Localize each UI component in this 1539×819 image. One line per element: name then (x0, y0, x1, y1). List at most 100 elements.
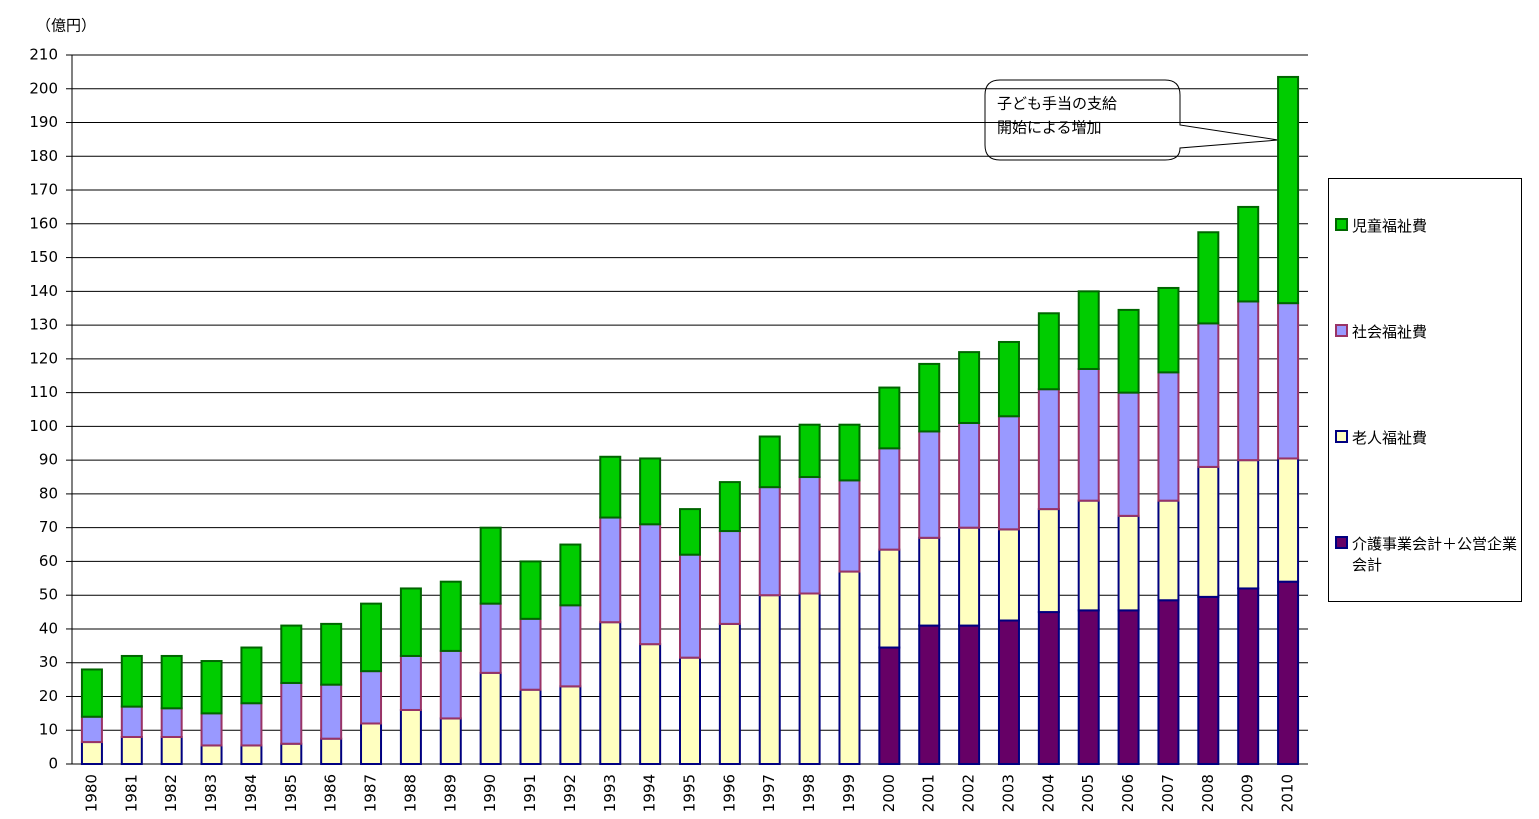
bar-segment (718, 622, 741, 766)
bar-segment (80, 715, 103, 744)
y-tick-label: 150 (29, 248, 58, 266)
x-tick-label: 2006 (1119, 774, 1137, 812)
bar-segment (120, 654, 143, 708)
bar-segment (1077, 609, 1100, 766)
y-tick-label: 200 (29, 79, 58, 97)
legend-swatch (1335, 536, 1348, 549)
y-tick-label: 120 (29, 349, 58, 367)
bar-segment (280, 681, 303, 745)
bar-segment (200, 712, 223, 747)
annotation: 開始による増加 (997, 119, 1102, 137)
bar-segment (200, 660, 223, 715)
bar-segment (958, 422, 981, 529)
bar-segment (439, 580, 462, 652)
x-tick-label: 1986 (322, 774, 340, 812)
y-tick-label: 100 (29, 417, 58, 435)
bar-segment (399, 654, 422, 711)
y-tick-label: 210 (29, 46, 58, 64)
bar-segment (1157, 286, 1180, 374)
bar-segment (200, 744, 223, 766)
bar-segment (240, 646, 263, 705)
y-tick-label: 10 (39, 721, 58, 739)
bar-segment (280, 624, 303, 684)
bar-segment (958, 526, 981, 627)
annotation: 子ども手当の支給 (997, 95, 1117, 113)
legend-label: 介護事業会計＋公営企業会計 (1352, 535, 1518, 574)
bar-segment (360, 722, 383, 766)
legend-item: 社会福祉費 (1335, 321, 1519, 342)
legend-label: 老人福祉費 (1352, 429, 1428, 447)
bar-segment (519, 688, 542, 766)
y-tick-label: 0 (48, 755, 58, 773)
bar-segment (639, 523, 662, 646)
x-tick-label: 1988 (401, 774, 419, 812)
bar-segment (160, 654, 183, 710)
legend-item: 児童福祉費 (1335, 215, 1519, 236)
bar-segment (1157, 371, 1180, 502)
bar-segment (798, 476, 821, 595)
x-tick-label: 1983 (202, 774, 220, 812)
bar-segment (1197, 231, 1220, 325)
y-tick-label: 20 (39, 687, 58, 705)
bar-segment (1237, 300, 1260, 462)
bar-segment (240, 702, 263, 747)
x-tick-label: 2009 (1239, 774, 1257, 812)
x-tick-label: 1998 (800, 774, 818, 812)
x-tick-label: 2010 (1279, 774, 1297, 812)
bar-segment (918, 624, 941, 765)
bar-segment (80, 741, 103, 765)
legend-label: 社会福祉費 (1352, 323, 1428, 341)
legend-item: 老人福祉費 (1335, 427, 1519, 448)
legend: 介護事業会計＋公営企業会計 老人福祉費 社会福祉費 児童福祉費 (1328, 178, 1522, 602)
x-tick-label: 1993 (601, 774, 619, 812)
x-tick-label: 2001 (920, 774, 938, 812)
bar-segment (718, 530, 741, 625)
bar-segment (958, 624, 981, 765)
bar-segment (1117, 391, 1140, 517)
bar-segment (1237, 587, 1260, 766)
bar-segment (718, 481, 741, 533)
bar-segment (758, 435, 781, 489)
bar-segment (997, 528, 1020, 622)
bar-segment (878, 447, 901, 551)
bar-segment (1117, 609, 1140, 766)
x-tick-label: 1994 (641, 774, 659, 812)
y-tick-label: 160 (29, 214, 58, 232)
bar-segment (519, 560, 542, 620)
x-tick-label: 2002 (960, 774, 978, 812)
bar-segment (320, 683, 343, 740)
bar-segment (878, 386, 901, 450)
bar-segment (1157, 499, 1180, 602)
bar-segment (1277, 457, 1300, 583)
bar-segment (479, 602, 502, 674)
x-tick-label: 1989 (441, 774, 459, 812)
bar-segment (1037, 388, 1060, 511)
bar-segment (639, 457, 662, 526)
bar-segment (80, 668, 103, 718)
bar-segment (479, 526, 502, 605)
bar-segment (1077, 290, 1100, 370)
legend-label: 児童福祉費 (1352, 217, 1428, 235)
bar-segment (120, 735, 143, 766)
x-tick-label: 2005 (1079, 774, 1097, 812)
bar-segment (758, 486, 781, 597)
x-tick-label: 1985 (282, 774, 300, 812)
x-tick-label: 1991 (521, 774, 539, 812)
bar-segment (120, 705, 143, 738)
x-tick-label: 1999 (840, 774, 858, 812)
bar-segment (1197, 595, 1220, 766)
bar-segment (599, 516, 622, 624)
bar-segment (1157, 599, 1180, 765)
bar-segment (519, 617, 542, 691)
y-tick-label: 190 (29, 113, 58, 131)
bar-segment (599, 621, 622, 766)
bar-segment (1117, 308, 1140, 394)
bar-segment (997, 415, 1020, 531)
bar-segment (1277, 580, 1300, 766)
x-tick-label: 1981 (122, 774, 140, 812)
bar-segment (838, 570, 861, 765)
x-tick-label: 1992 (561, 774, 579, 812)
bar-segment (679, 553, 701, 659)
bar-segment (1037, 611, 1060, 765)
